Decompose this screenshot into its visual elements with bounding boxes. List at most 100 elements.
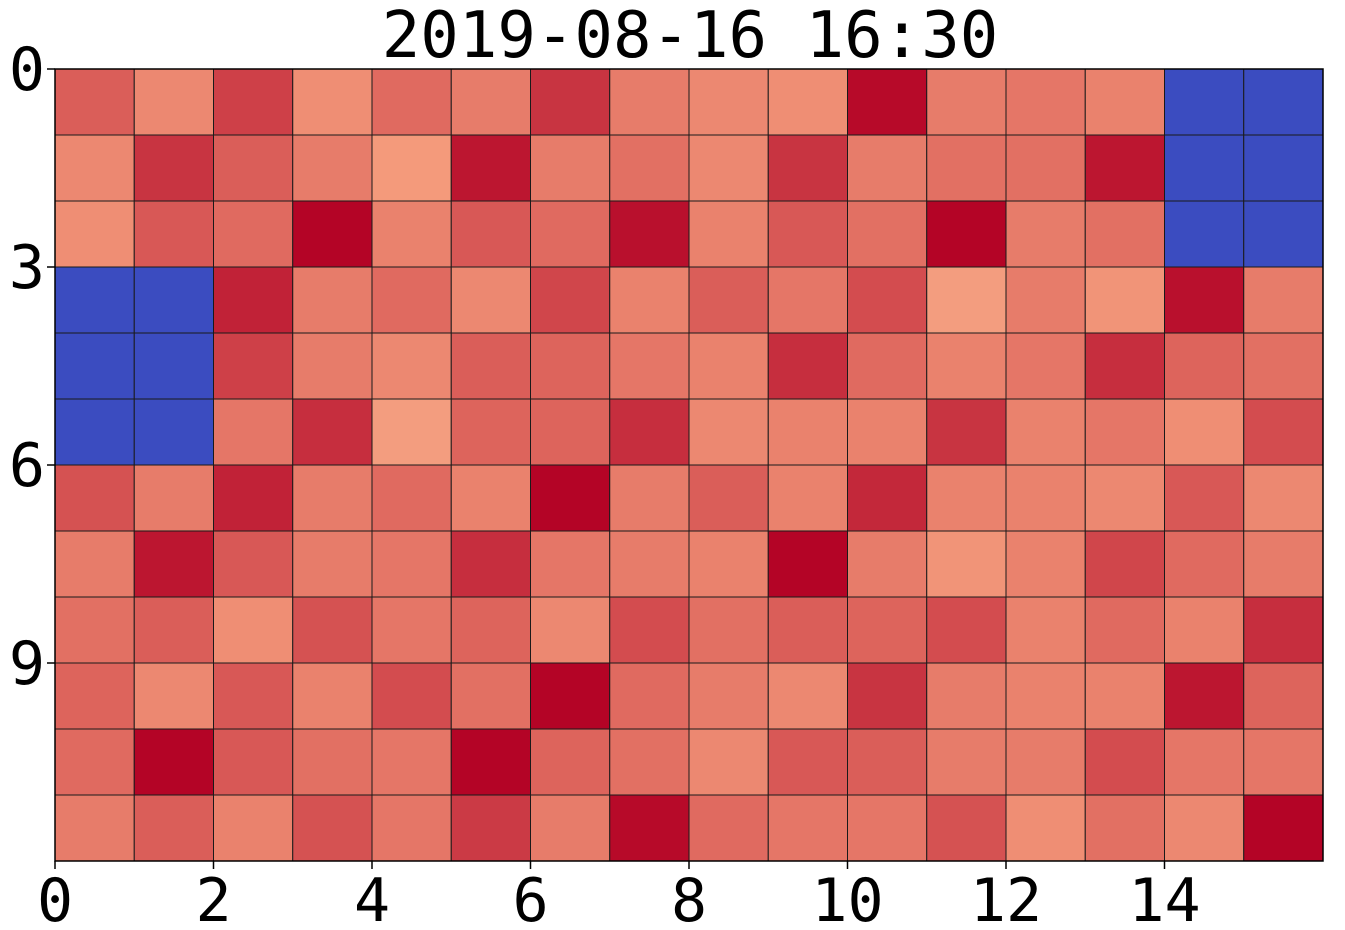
heatmap-cell-r9-c0 [54, 662, 135, 730]
heatmap-cell-r1-c2 [213, 134, 294, 202]
y-tick-label-3: 9 [9, 629, 45, 699]
heatmap-cell-r10-c0 [54, 728, 135, 796]
heatmap-cell-r0-c14 [1164, 68, 1245, 136]
heatmap-cell-r4-c9 [767, 332, 848, 400]
heatmap-cell-r4-c0 [54, 332, 135, 400]
heatmap-cell-r8-c14 [1164, 596, 1245, 664]
heatmap-cell-r9-c11 [926, 662, 1007, 730]
heatmap-cell-r5-c2 [213, 398, 294, 466]
heatmap-cell-r2-c8 [688, 200, 769, 268]
heatmap-cell-r8-c9 [767, 596, 848, 664]
x-tick-label-4: 8 [671, 866, 707, 930]
heatmap-cell-r11-c10 [847, 794, 928, 862]
heatmap-cell-r3-c1 [133, 266, 214, 334]
heatmap-cell-r11-c1 [133, 794, 214, 862]
heatmap-cell-r0-c2 [213, 68, 294, 136]
heatmap-cell-r7-c13 [1084, 530, 1165, 598]
heatmap-cell-r8-c7 [609, 596, 690, 664]
heatmap-cell-r1-c9 [767, 134, 848, 202]
heatmap-cell-r1-c13 [1084, 134, 1165, 202]
heatmap-cell-r0-c10 [847, 68, 928, 136]
heatmap-cell-r3-c2 [213, 266, 294, 334]
heatmap-cell-r8-c1 [133, 596, 214, 664]
heatmap-cell-r6-c1 [133, 464, 214, 532]
heatmap-cell-r10-c3 [292, 728, 373, 796]
heatmap-cell-r1-c10 [847, 134, 928, 202]
heatmap-cell-r5-c15 [1243, 398, 1324, 466]
heatmap-cell-r2-c3 [292, 200, 373, 268]
heatmap-cell-r10-c4 [371, 728, 452, 796]
heatmap-cell-r7-c1 [133, 530, 214, 598]
y-tick-label-2: 6 [9, 431, 45, 501]
heatmap-cell-r4-c3 [292, 332, 373, 400]
heatmap-cell-r7-c3 [292, 530, 373, 598]
heatmap-cell-r6-c2 [213, 464, 294, 532]
heatmap-cell-r0-c8 [688, 68, 769, 136]
heatmap-cell-r8-c10 [847, 596, 928, 664]
heatmap-cell-r7-c8 [688, 530, 769, 598]
heatmap-cell-r5-c0 [54, 398, 135, 466]
heatmap-cell-r1-c6 [530, 134, 611, 202]
heatmap-cell-r11-c0 [54, 794, 135, 862]
heatmap-cell-r3-c7 [609, 266, 690, 334]
heatmap-cell-r7-c6 [530, 530, 611, 598]
x-tick-label-3: 6 [512, 866, 548, 930]
heatmap-cell-r0-c3 [292, 68, 373, 136]
heatmap-cell-r10-c7 [609, 728, 690, 796]
heatmap-cell-r10-c14 [1164, 728, 1245, 796]
heatmap-cell-r4-c5 [450, 332, 531, 400]
heatmap-cell-r5-c13 [1084, 398, 1165, 466]
heatmap-cell-r10-c2 [213, 728, 294, 796]
heatmap-cell-r8-c15 [1243, 596, 1324, 664]
heatmap-cell-r3-c3 [292, 266, 373, 334]
heatmap-cell-r2-c5 [450, 200, 531, 268]
heatmap-cell-r6-c8 [688, 464, 769, 532]
heatmap-cell-r7-c10 [847, 530, 928, 598]
heatmap-cell-r2-c6 [530, 200, 611, 268]
heatmap-cell-r6-c6 [530, 464, 611, 532]
heatmap-cell-r5-c8 [688, 398, 769, 466]
heatmap-cell-r7-c5 [450, 530, 531, 598]
x-tick-label-5: 10 [811, 866, 883, 930]
heatmap-cell-r0-c13 [1084, 68, 1165, 136]
heatmap-cell-r3-c11 [926, 266, 1007, 334]
heatmap-cell-r4-c13 [1084, 332, 1165, 400]
heatmap-cell-r8-c4 [371, 596, 452, 664]
heatmap-cell-r10-c9 [767, 728, 848, 796]
x-tick-label-1: 2 [195, 866, 231, 930]
heatmap-cell-r7-c2 [213, 530, 294, 598]
heatmap-cell-r11-c12 [1005, 794, 1086, 862]
heatmap-cell-r0-c15 [1243, 68, 1324, 136]
heatmap-cell-r7-c4 [371, 530, 452, 598]
heatmap-cell-r11-c7 [609, 794, 690, 862]
heatmap-cell-r7-c7 [609, 530, 690, 598]
heatmap-cell-r10-c5 [450, 728, 531, 796]
heatmap-cell-r6-c11 [926, 464, 1007, 532]
heatmap-cell-r3-c15 [1243, 266, 1324, 334]
heatmap-cell-r11-c11 [926, 794, 1007, 862]
heatmap-cell-r11-c4 [371, 794, 452, 862]
heatmap-cell-r7-c9 [767, 530, 848, 598]
heatmap-cell-r8-c12 [1005, 596, 1086, 664]
heatmap-cell-r10-c15 [1243, 728, 1324, 796]
heatmap-cell-r9-c10 [847, 662, 928, 730]
heatmap-cell-r3-c6 [530, 266, 611, 334]
heatmap-cell-r1-c8 [688, 134, 769, 202]
heatmap-cell-r6-c15 [1243, 464, 1324, 532]
heatmap-cell-r3-c8 [688, 266, 769, 334]
heatmap-cell-r0-c0 [54, 68, 135, 136]
heatmap-cell-r11-c6 [530, 794, 611, 862]
heatmap-cell-r11-c9 [767, 794, 848, 862]
heatmap-cell-r0-c5 [450, 68, 531, 136]
heatmap-cell-r0-c6 [530, 68, 611, 136]
heatmap-cell-r5-c9 [767, 398, 848, 466]
heatmap-cell-r8-c8 [688, 596, 769, 664]
heatmap-cell-r2-c1 [133, 200, 214, 268]
heatmap-cell-r9-c6 [530, 662, 611, 730]
heatmap-cell-r3-c9 [767, 266, 848, 334]
heatmap-cell-r1-c4 [371, 134, 452, 202]
heatmap-cell-r10-c13 [1084, 728, 1165, 796]
heatmap-cell-r6-c3 [292, 464, 373, 532]
heatmap-cell-r6-c10 [847, 464, 928, 532]
